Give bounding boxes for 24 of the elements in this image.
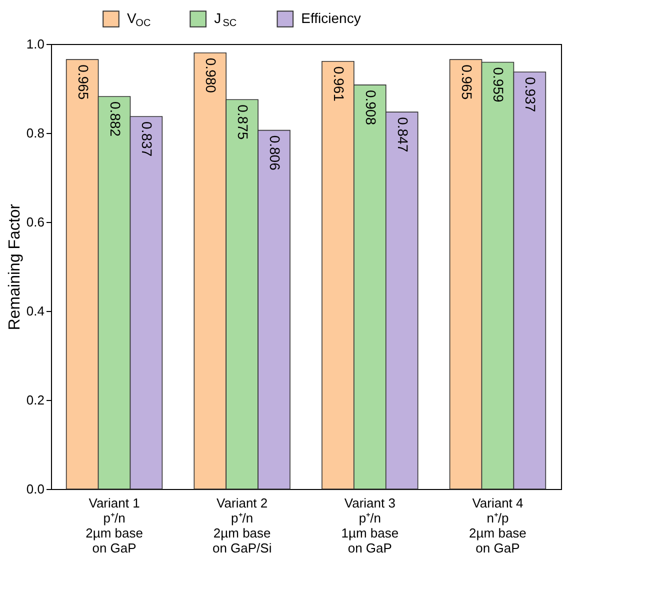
y-tick-label: 0.8 (26, 126, 44, 140)
y-tick-label: 0.4 (26, 304, 44, 318)
x-tick-label: Variant 1 p⁺/n 2µm base on GaP (86, 496, 143, 556)
x-tick-label: Variant 4 n⁺/p 2µm base on GaP (469, 496, 526, 556)
data-label: 0.847 (394, 117, 411, 152)
legend-label: Efficiency (301, 10, 361, 26)
y-tick-label: 0.6 (26, 214, 44, 230)
data-label: 0.980 (203, 58, 220, 94)
data-label: 0.937 (522, 77, 539, 112)
data-label: 0.837 (139, 122, 156, 157)
data-label: 0.882 (107, 102, 124, 137)
x-tick-label: Variant 3 p⁺/n 1µm base on GaP (341, 496, 399, 556)
data-label: 0.965 (75, 64, 92, 100)
data-label: 0.965 (458, 64, 475, 100)
data-label: 0.959 (490, 67, 507, 102)
data-label: 0.806 (267, 135, 284, 171)
x-tick-label: Variant 2 p⁺/n 2µm base on GaP/Si (212, 496, 272, 556)
data-label: 0.875 (235, 104, 252, 140)
y-tick-label: 0.0 (26, 482, 44, 496)
data-label: 0.961 (330, 66, 347, 102)
y-tick-label: 0.2 (26, 392, 44, 408)
data-label: 0.908 (362, 90, 379, 126)
y-tick-label: 1.0 (26, 36, 44, 52)
y-axis-title: Remaining Factor (6, 203, 24, 330)
